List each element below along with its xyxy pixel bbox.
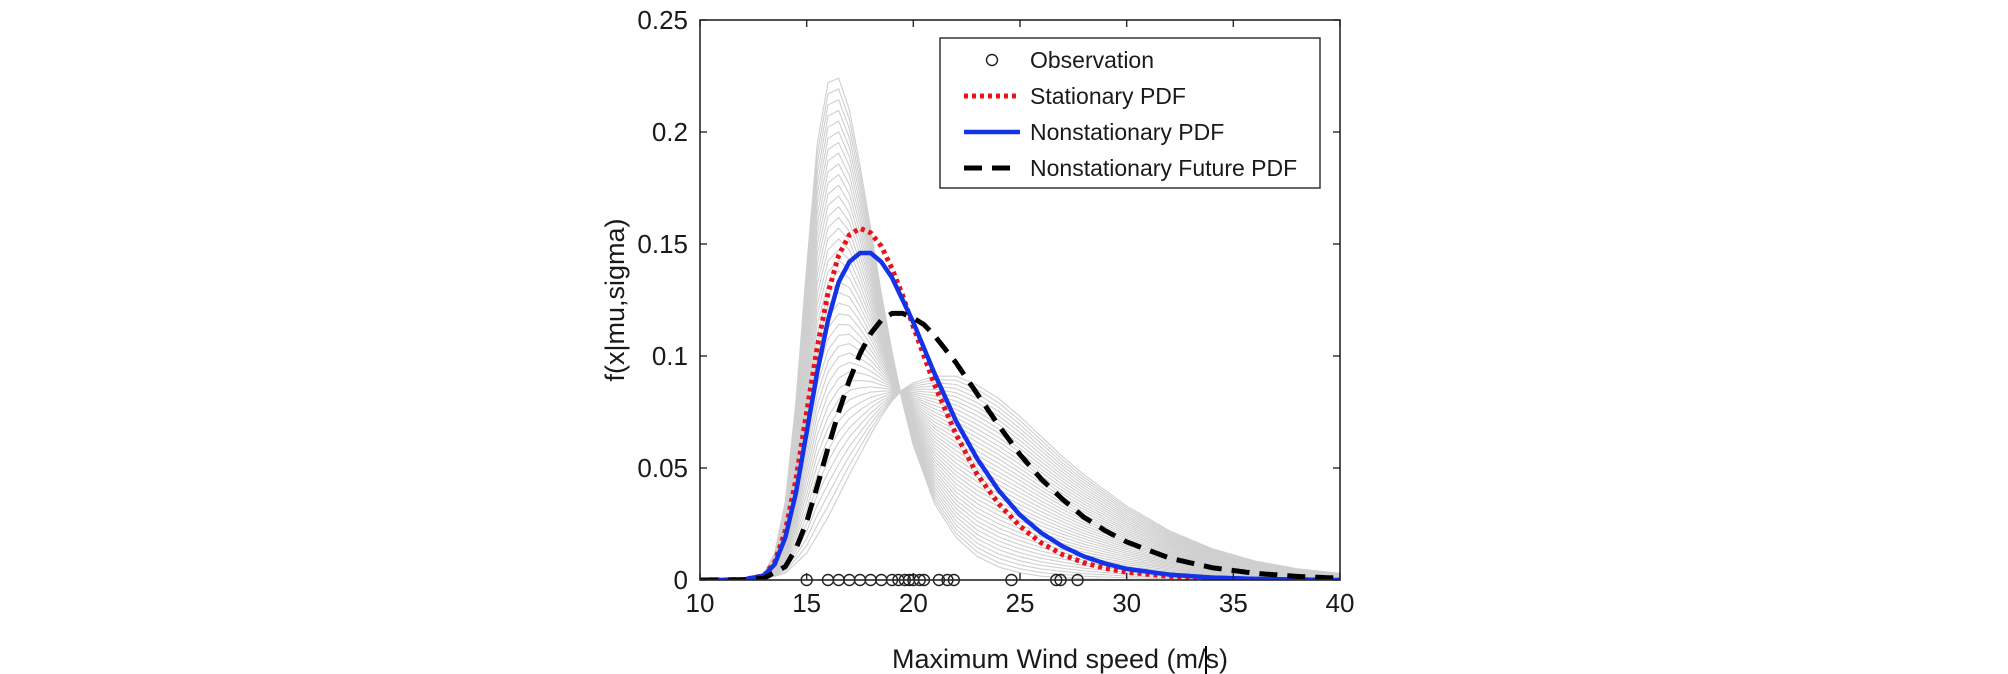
legend-entry: Nonstationary PDF <box>964 119 1224 145</box>
legend-entry: Observation <box>985 47 1154 73</box>
x-tick-label: 10 <box>686 588 715 618</box>
y-tick-label: 0.25 <box>637 5 688 35</box>
x-tick-label: 15 <box>792 588 821 618</box>
background-curve <box>700 391 1340 580</box>
x-tick-label: 30 <box>1112 588 1141 618</box>
background-curve <box>700 378 1340 580</box>
background-curve <box>700 390 1340 580</box>
x-axis-ticks: 10 15 20 25 30 35 40 <box>686 20 1355 618</box>
x-tick-label: 25 <box>1006 588 1035 618</box>
legend-entry: Stationary PDF <box>964 83 1186 109</box>
background-curve <box>700 77 1340 580</box>
background-curve <box>700 343 1340 580</box>
legend-label: Stationary PDF <box>1030 83 1186 109</box>
background-curve <box>700 388 1340 580</box>
x-tick-label: 40 <box>1326 588 1355 618</box>
x-tick-label: 20 <box>899 588 928 618</box>
background-curve <box>700 375 1340 580</box>
legend-label: Nonstationary PDF <box>1030 119 1224 145</box>
background-curve <box>700 391 1340 580</box>
y-tick-label: 0.05 <box>637 453 688 483</box>
x-tick-label: 35 <box>1219 588 1248 618</box>
y-tick-label: 0.2 <box>652 117 688 147</box>
y-tick-label: 0.1 <box>652 341 688 371</box>
legend: Observation Stationary PDF Nonstationary P… <box>939 37 1321 189</box>
legend-label: Observation <box>1030 47 1154 73</box>
legend-entry: Nonstationary Future PDF <box>964 155 1297 181</box>
background-curve <box>700 382 1340 580</box>
legend-marker <box>985 53 999 67</box>
series-line-stationary-pdf <box>700 225 1340 580</box>
legend-box <box>939 37 1321 189</box>
y-axis-ticks: 0 0.05 0.1 0.15 0.2 0.25 <box>637 5 1340 595</box>
y-tick-label: 0.15 <box>637 229 688 259</box>
background-curve <box>700 352 1340 580</box>
series-line-nonstationary-future-pdf <box>700 310 1340 580</box>
x-axis-label: Maximum Wind speed (m/s) <box>892 644 1228 674</box>
background-curve <box>700 385 1340 580</box>
y-axis-label: f(x|mu,sigma) <box>600 218 630 381</box>
background-curve <box>700 361 1340 580</box>
legend-label: Nonstationary Future PDF <box>1030 155 1297 181</box>
y-tick-label: 0 <box>674 565 688 595</box>
background-curve <box>700 371 1340 580</box>
